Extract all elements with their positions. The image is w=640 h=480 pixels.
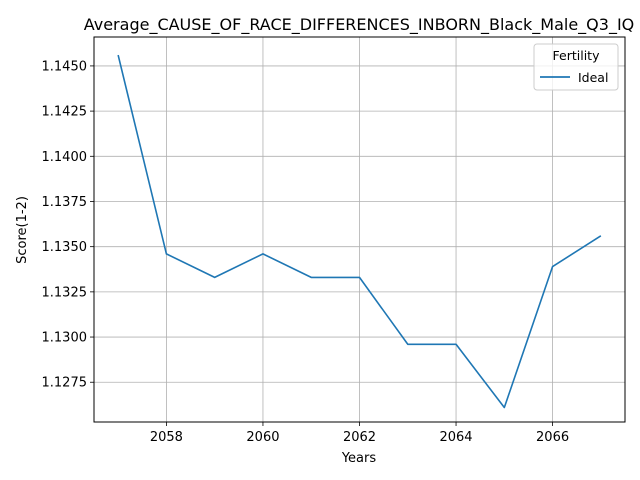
- chart-title: Average_CAUSE_OF_RACE_DIFFERENCES_INBORN…: [84, 15, 635, 35]
- x-axis-label: Years: [341, 451, 377, 466]
- legend-title: Fertility: [553, 48, 601, 63]
- legend-label-ideal: Ideal: [578, 70, 608, 85]
- y-tick-label: 1.1400: [42, 150, 88, 165]
- y-tick-label: 1.1325: [42, 285, 88, 300]
- x-axis-ticks: 2058 2060 2062 2064 2066: [150, 422, 569, 445]
- x-tick-label: 2062: [343, 430, 376, 445]
- series-line-ideal: [117, 54, 602, 409]
- x-tick-label: 2064: [439, 430, 472, 445]
- legend-box: [533, 43, 619, 91]
- y-tick-label: 1.1375: [42, 195, 88, 210]
- x-tick-label: 2058: [150, 430, 183, 445]
- series-lines: [117, 54, 602, 409]
- y-tick-label: 1.1275: [42, 376, 88, 391]
- y-tick-label: 1.1300: [42, 331, 88, 346]
- grid: [94, 37, 625, 422]
- y-axis-ticks: 1.1275 1.1300 1.1325 1.1350 1.1375 1.1400 1.14…: [42, 59, 94, 391]
- y-tick-label: 1.1350: [42, 240, 88, 255]
- x-tick-label: 2066: [536, 430, 569, 445]
- legend: Fertility Ideal: [533, 43, 619, 91]
- x-tick-label: 2060: [246, 430, 279, 445]
- y-tick-label: 1.1450: [42, 59, 88, 74]
- y-tick-label: 1.1425: [42, 105, 88, 120]
- y-axis-label: Score(1-2): [15, 196, 30, 264]
